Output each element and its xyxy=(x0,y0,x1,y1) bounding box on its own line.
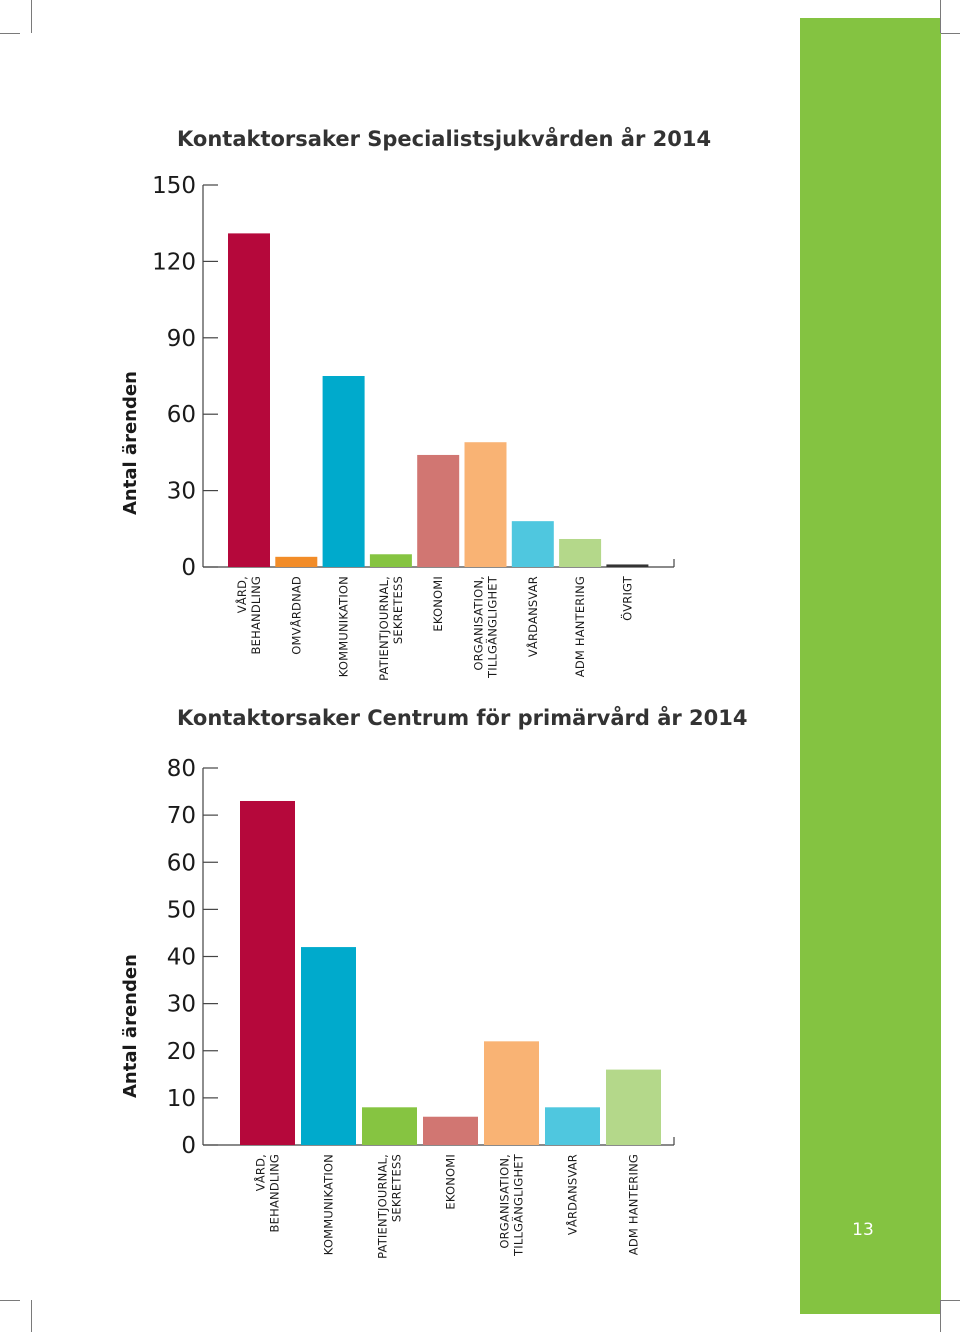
x-category-label: EKONOMI xyxy=(444,1154,458,1210)
y-tick-label: 60 xyxy=(167,850,196,876)
y-tick-label: 150 xyxy=(152,173,196,199)
y-tick-label: 10 xyxy=(167,1086,196,1112)
y-axis-label: Antal ärenden xyxy=(120,371,141,515)
y-axis-label: Antal ärenden xyxy=(120,954,141,1098)
bar xyxy=(511,521,554,567)
y-tick-label: 120 xyxy=(152,249,196,275)
chart-title: Kontaktorsaker Specialistsjukvården år 2… xyxy=(177,126,711,151)
bar xyxy=(606,564,649,567)
y-tick-label: 90 xyxy=(167,326,196,352)
bar xyxy=(559,538,602,567)
bar xyxy=(484,1041,539,1145)
y-tick-label: 30 xyxy=(167,992,196,1018)
y-tick-label: 60 xyxy=(167,402,196,428)
crop-mark xyxy=(0,33,20,34)
bar xyxy=(362,1107,417,1145)
x-category-label: ORGANISATION, xyxy=(498,1154,512,1249)
crop-mark xyxy=(940,1300,941,1332)
x-category-label: VÅRD, xyxy=(234,576,249,613)
crop-mark xyxy=(31,1300,32,1332)
x-category-label: SEKRETESS xyxy=(390,1154,404,1222)
crop-mark xyxy=(0,1300,20,1301)
page-number: 13 xyxy=(852,1220,874,1240)
x-category-label: ADM HANTERING xyxy=(573,576,587,677)
bar xyxy=(417,454,460,567)
y-tick-label: 40 xyxy=(167,945,196,971)
bar xyxy=(228,233,270,568)
x-category-label: PATIENTJOURNAL, xyxy=(377,576,391,681)
bar xyxy=(369,554,412,567)
bar xyxy=(464,442,507,567)
x-category-label: SEKRETESS xyxy=(391,576,405,644)
y-tick-label: 50 xyxy=(167,897,196,923)
x-category-label: TILLGÄNGLIGHET xyxy=(511,1153,526,1257)
x-category-label: KOMMUNIKATION xyxy=(337,576,351,677)
x-category-label: BEHANDLING xyxy=(249,576,263,654)
chart-title: Kontaktorsaker Centrum för primärvård år… xyxy=(177,705,747,730)
green-side-strip xyxy=(800,18,941,1314)
y-tick-label: 80 xyxy=(167,756,196,782)
x-category-label: VÅRDANSVAR xyxy=(565,1154,580,1235)
chart-specialistsjukvarden: Kontaktorsaker Specialistsjukvården år 2… xyxy=(120,126,711,681)
x-category-label: ORGANISATION, xyxy=(472,576,486,671)
crop-mark xyxy=(31,0,32,33)
y-tick-label: 30 xyxy=(167,479,196,505)
y-tick-label: 70 xyxy=(167,803,196,829)
bar xyxy=(275,556,318,567)
x-category-label: BEHANDLING xyxy=(268,1154,282,1232)
x-category-label: OMVÅRDNAD xyxy=(288,576,303,655)
y-tick-label: 0 xyxy=(181,555,196,581)
x-category-label: VÅRD, xyxy=(253,1154,268,1191)
bar xyxy=(240,800,295,1145)
x-category-label: ÖVRIGT xyxy=(618,575,634,621)
x-category-label: TILLGÄNGLIGHET xyxy=(485,575,500,679)
chart-primarvard: Kontaktorsaker Centrum för primärvård år… xyxy=(120,705,747,1259)
bar xyxy=(301,947,356,1145)
crop-mark xyxy=(941,33,960,34)
bar xyxy=(423,1116,478,1145)
bar xyxy=(545,1107,600,1145)
x-category-label: VÅRDANSVAR xyxy=(525,576,540,657)
crop-mark xyxy=(941,1300,960,1301)
bar xyxy=(322,376,365,567)
x-category-label: PATIENTJOURNAL, xyxy=(376,1154,390,1259)
x-category-label: KOMMUNIKATION xyxy=(322,1154,336,1255)
bar xyxy=(606,1069,661,1145)
x-category-label: EKONOMI xyxy=(431,576,445,632)
y-tick-label: 0 xyxy=(181,1133,196,1159)
y-tick-label: 20 xyxy=(167,1039,196,1065)
crop-mark xyxy=(940,0,941,33)
x-category-label: ADM HANTERING xyxy=(627,1154,641,1255)
